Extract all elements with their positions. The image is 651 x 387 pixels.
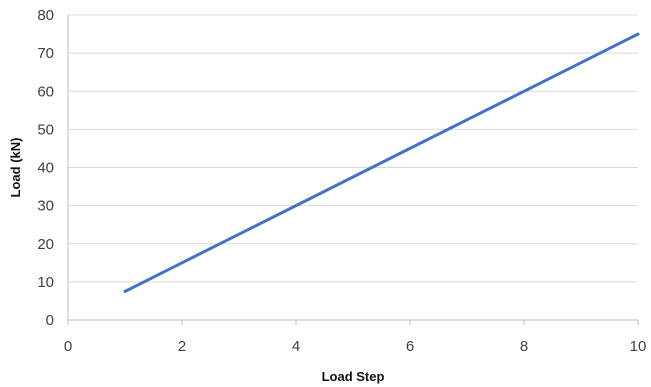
x-tick-label: 10 xyxy=(630,338,647,355)
x-tick-label: 4 xyxy=(292,338,300,355)
y-tick-label: 80 xyxy=(37,7,54,24)
y-tick-label: 50 xyxy=(37,121,54,138)
y-tick-label: 70 xyxy=(37,45,54,62)
y-tick-label: 40 xyxy=(37,160,54,177)
y-tick-label: 60 xyxy=(37,83,54,100)
y-tick-label: 0 xyxy=(46,312,54,329)
x-axis-title: Load Step xyxy=(322,369,385,384)
gridlines xyxy=(68,14,638,283)
x-tick-label: 6 xyxy=(406,338,414,355)
y-tick-label: 30 xyxy=(37,198,54,215)
y-axis-ticks: 0 10 20 30 40 50 60 70 80 xyxy=(37,7,54,329)
y-tick-label: 20 xyxy=(37,236,54,253)
y-axis-title: Load (kN) xyxy=(8,138,23,198)
y-tick-label: 10 xyxy=(37,274,54,291)
x-tick-label: 8 xyxy=(520,338,528,355)
series-line-0 xyxy=(123,32,640,293)
axes xyxy=(67,15,638,321)
x-tick-label: 2 xyxy=(178,338,186,355)
x-tick-label: 0 xyxy=(64,338,72,355)
series-group xyxy=(123,32,640,293)
x-axis-ticks: 0 2 4 6 8 10 xyxy=(64,320,647,355)
